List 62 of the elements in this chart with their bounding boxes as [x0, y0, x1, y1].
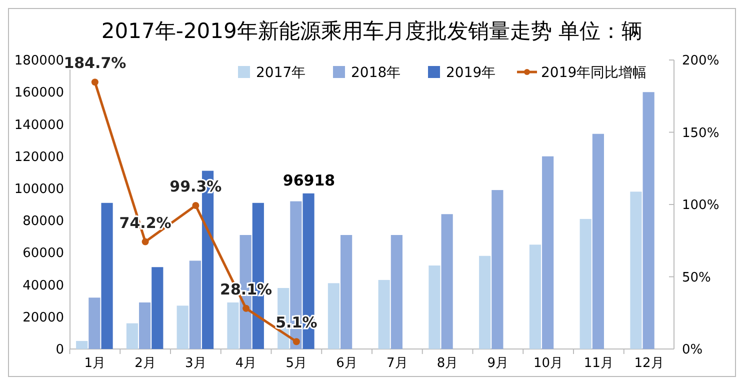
x-tick-label: 1月: [84, 356, 106, 371]
y2-tick-label: 200%: [682, 54, 720, 69]
bar: [139, 302, 151, 349]
bar: [176, 306, 188, 349]
bar: [492, 190, 504, 349]
bar: [441, 214, 453, 349]
data-label: 184.7%: [64, 54, 126, 72]
bar: [101, 202, 113, 349]
bar: [529, 244, 542, 349]
point: [192, 202, 200, 210]
bar: [378, 280, 390, 349]
bar: [580, 218, 592, 349]
bar: [126, 323, 138, 349]
bar: [390, 235, 402, 349]
y-tick-label: 20000: [22, 310, 64, 326]
y-tick-label: 120000: [14, 150, 64, 165]
point: [142, 238, 149, 246]
bar: [88, 298, 100, 349]
bar: [227, 302, 239, 349]
x-tick-label: 11月: [584, 356, 614, 371]
data-label: 96918: [282, 171, 336, 190]
y-tick-label: 80000: [22, 214, 64, 230]
x-tick-label: 9月: [487, 356, 509, 371]
y-tick-label: 40000: [22, 278, 64, 294]
x-tick-label: 2月: [134, 356, 156, 371]
x-tick-label: 4月: [235, 356, 257, 371]
y-tick-label: 100000: [14, 182, 64, 197]
bar: [479, 256, 491, 349]
point: [292, 338, 300, 346]
y-tick-label: 0: [56, 342, 64, 358]
x-tick-label: 8月: [436, 356, 458, 371]
x-tick-label: 6月: [336, 356, 358, 371]
bar: [542, 156, 554, 349]
y2-tick-label: 50%: [682, 270, 711, 286]
bar: [642, 92, 654, 349]
y2-tick-label: 100%: [682, 198, 720, 214]
y-tick-label: 60000: [22, 246, 64, 262]
chart-title: 2017年-2019年新能源乘用车月度批发销量走势 单位：辆: [101, 19, 643, 43]
legend-label: 2017年: [256, 64, 306, 81]
x-tick-label: 5月: [286, 356, 308, 371]
legend-label: 2019年同比增幅: [541, 64, 647, 81]
y2-tick-label: 0%: [682, 342, 703, 358]
bar: [189, 260, 201, 349]
bar: [76, 340, 88, 349]
y-tick-label: 160000: [14, 86, 64, 101]
legend-label: 2019年: [446, 64, 496, 81]
bar: [630, 192, 642, 349]
y-tick-label: 180000: [14, 54, 64, 69]
x-tick-label: 3月: [185, 356, 206, 371]
bar: [428, 266, 440, 349]
bar: [328, 283, 340, 349]
x-tick-label: 12月: [634, 356, 664, 371]
legend-label: 2018年: [351, 64, 401, 81]
bar: [152, 267, 164, 349]
bar: [340, 235, 352, 349]
y2-tick-label: 150%: [682, 126, 720, 141]
bar: [592, 134, 604, 349]
x-tick-label: 7月: [386, 356, 408, 371]
point: [91, 78, 98, 86]
x-tick-label: 10月: [534, 356, 564, 371]
point: [242, 304, 250, 312]
y-tick-label: 140000: [14, 118, 64, 133]
